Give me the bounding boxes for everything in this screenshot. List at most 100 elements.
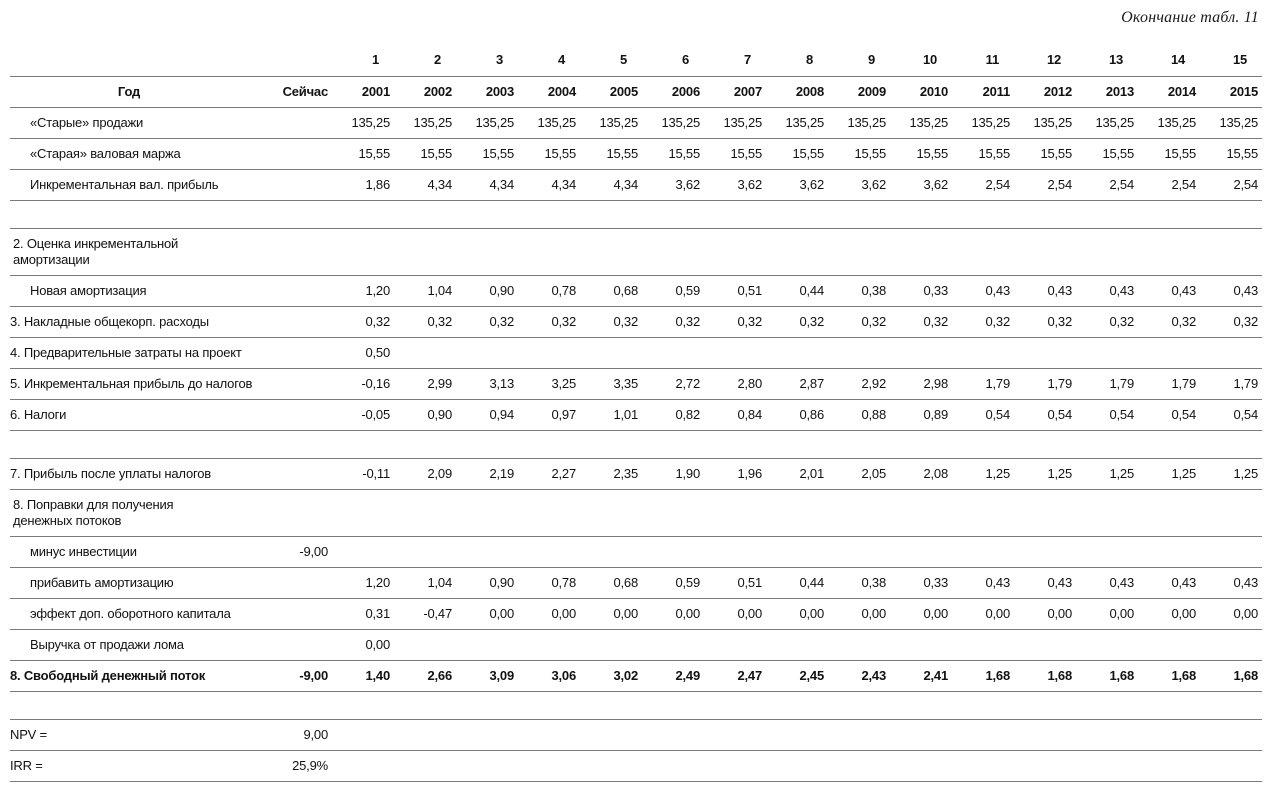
year-value-cell (1076, 536, 1138, 568)
year-value-cell: 0,68 (580, 275, 642, 307)
year-value-cell (766, 629, 828, 661)
year-value-cell: 135,25 (952, 107, 1014, 139)
year-value-cell: 0,89 (890, 399, 952, 431)
year-value-cell: 135,25 (456, 107, 518, 139)
year-value-cell: 3,13 (456, 368, 518, 400)
year-value-cell: 0,90 (456, 567, 518, 599)
year-value-cell: 2,87 (766, 368, 828, 400)
year-value-cell (828, 337, 890, 369)
year-value-cell (642, 337, 704, 369)
year-header-cell: 2005 (580, 76, 642, 108)
year-value-cell: 15,55 (1200, 138, 1262, 170)
year-value-cell: 2,19 (456, 458, 518, 490)
year-value-cell: 0,43 (1200, 275, 1262, 307)
year-value-cell: 0,51 (704, 567, 766, 599)
year-header-cell: 2009 (828, 76, 890, 108)
year-value-cell: 0,00 (580, 598, 642, 630)
period-number-cell: 13 (1076, 48, 1138, 77)
year-value-cell: 0,84 (704, 399, 766, 431)
year-value-cell (890, 719, 952, 751)
year-value-cell: 135,25 (1076, 107, 1138, 139)
year-value-cell (518, 750, 580, 782)
year-value-cell: 2,80 (704, 368, 766, 400)
now-value-cell (252, 399, 332, 431)
now-value-cell (252, 138, 332, 170)
year-value-cell (394, 719, 456, 751)
year-value-cell: 1,79 (1200, 368, 1262, 400)
year-value-cell (952, 337, 1014, 369)
year-value-cell: 2,54 (1076, 169, 1138, 201)
year-value-cell: 135,25 (1014, 107, 1076, 139)
year-header-cell: 2002 (394, 76, 456, 108)
row-label-cell: NPV = (10, 719, 252, 751)
year-value-cell (1076, 629, 1138, 661)
period-number-cell: 7 (704, 48, 766, 77)
row-label-cell: Выручка от продажи лома (10, 629, 252, 661)
year-value-cell: 4,34 (394, 169, 456, 201)
year-value-cell: 0,33 (890, 567, 952, 599)
year-value-cell: 0,32 (1200, 306, 1262, 338)
year-value-cell (828, 629, 890, 661)
table-row: «Старые» продажи 135,25 135,25 135,25 135,25… (10, 107, 1262, 139)
year-value-cell: 1,40 (332, 660, 394, 692)
year-value-cell: 3,62 (766, 169, 828, 201)
year-value-cell: 1,04 (394, 275, 456, 307)
year-value-cell (456, 536, 518, 568)
year-value-cell (1200, 337, 1262, 369)
year-value-cell: 0,00 (952, 598, 1014, 630)
spacer-cell (10, 691, 1262, 720)
table-row: Инкрементальная вал. прибыль 1,86 4,34 4,34… (10, 169, 1262, 201)
year-value-cell: 1,68 (952, 660, 1014, 692)
year-value-cell: 2,08 (890, 458, 952, 490)
year-value-cell: 15,55 (332, 138, 394, 170)
table-row: прибавить амортизацию 1,20 1,04 0,90 0,78 0,6… (10, 567, 1262, 599)
year-value-cell: 0,43 (1076, 275, 1138, 307)
year-value-cell: 1,25 (952, 458, 1014, 490)
now-value-cell (252, 598, 332, 630)
year-header-row: Год Сейчас 2001 2002 2003 2004 2005 2006 2007 200… (10, 76, 1262, 108)
year-value-cell: 4,34 (456, 169, 518, 201)
year-value-cell: 0,54 (1014, 399, 1076, 431)
year-value-cell (704, 536, 766, 568)
year-value-cell: 0,00 (1138, 598, 1200, 630)
year-value-cell: 0,00 (518, 598, 580, 630)
year-value-cell: 135,25 (890, 107, 952, 139)
year-value-cell: 135,25 (518, 107, 580, 139)
year-value-cell: 0,59 (642, 567, 704, 599)
year-value-cell: 1,25 (1014, 458, 1076, 490)
year-value-cell: 15,55 (952, 138, 1014, 170)
year-value-cell: 15,55 (828, 138, 890, 170)
section-header-label: 2. Оценка инкрементальной амортизации (10, 228, 1262, 276)
year-value-cell (456, 719, 518, 751)
spacer-row (10, 200, 1262, 229)
year-value-cell (952, 629, 1014, 661)
now-value-cell (252, 368, 332, 400)
year-header-cell: 2004 (518, 76, 580, 108)
year-value-cell: 135,25 (1138, 107, 1200, 139)
year-value-cell: 0,32 (1138, 306, 1200, 338)
year-value-cell (1138, 536, 1200, 568)
year-header-cell: 2011 (952, 76, 1014, 108)
table-row: NPV = 9,00 (10, 719, 1262, 751)
now-value-cell (252, 169, 332, 201)
year-value-cell: 1,25 (1200, 458, 1262, 490)
year-value-cell: 0,32 (1014, 306, 1076, 338)
year-value-cell (642, 719, 704, 751)
year-value-cell (456, 750, 518, 782)
year-value-cell: 3,06 (518, 660, 580, 692)
year-value-cell (766, 719, 828, 751)
year-value-cell: 135,25 (580, 107, 642, 139)
year-value-cell (1200, 750, 1262, 782)
row-label-cell: «Старая» валовая маржа (10, 138, 252, 170)
year-value-cell: 135,25 (704, 107, 766, 139)
year-header-cell: 2015 (1200, 76, 1262, 108)
table-row: Выручка от продажи лома 0,00 (10, 629, 1262, 661)
year-value-cell: 2,54 (1200, 169, 1262, 201)
year-header-cell: 2006 (642, 76, 704, 108)
year-header-cell: 2013 (1076, 76, 1138, 108)
year-value-cell: 135,25 (828, 107, 890, 139)
year-value-cell: 2,54 (1014, 169, 1076, 201)
year-header-cell: 2001 (332, 76, 394, 108)
year-value-cell: -0,11 (332, 458, 394, 490)
period-number-cell: 15 (1200, 48, 1262, 77)
